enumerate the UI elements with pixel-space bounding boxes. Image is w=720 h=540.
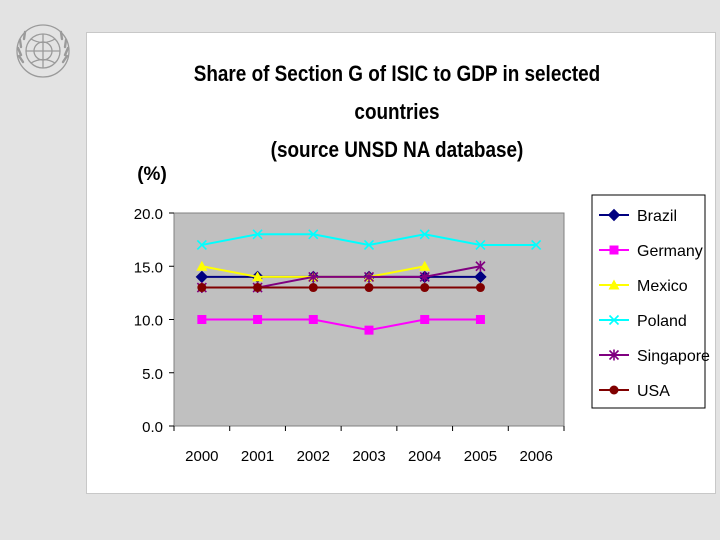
legend-marker-germany bbox=[609, 245, 619, 255]
data-point-usa bbox=[364, 283, 374, 293]
x-tick-label: 2000 bbox=[185, 448, 218, 465]
data-point-usa bbox=[308, 283, 318, 293]
legend-label-poland: Poland bbox=[637, 313, 687, 330]
data-point-poland bbox=[475, 239, 486, 251]
data-point-usa bbox=[475, 283, 485, 293]
y-tick-label: 10.0 bbox=[134, 313, 163, 330]
y-tick-label: 15.0 bbox=[134, 259, 163, 276]
un-emblem-icon bbox=[16, 24, 70, 78]
legend-marker-mexico bbox=[608, 279, 620, 290]
legend-label-singapore: Singapore bbox=[637, 348, 710, 365]
data-point-germany bbox=[308, 315, 318, 324]
data-point-poland bbox=[531, 239, 542, 251]
data-point-usa bbox=[197, 283, 207, 293]
data-point-poland bbox=[363, 239, 375, 251]
chart-title-line-2: countries bbox=[354, 99, 440, 124]
legend-label-germany: Germany bbox=[637, 243, 703, 260]
series-poland bbox=[196, 229, 542, 251]
legend-marker-poland bbox=[608, 314, 620, 326]
data-point-usa bbox=[420, 283, 430, 293]
data-point-poland bbox=[308, 229, 319, 240]
data-point-germany bbox=[197, 315, 207, 324]
data-point-brazil bbox=[474, 270, 487, 284]
data-point-poland bbox=[419, 229, 430, 240]
y-tick-label: 5.0 bbox=[142, 366, 163, 383]
legend-label-brazil: Brazil bbox=[637, 208, 677, 225]
data-point-usa bbox=[253, 283, 263, 293]
data-point-mexico bbox=[196, 260, 208, 271]
x-tick-label: 2005 bbox=[464, 448, 497, 465]
series-usa bbox=[197, 283, 485, 293]
data-point-germany bbox=[253, 315, 263, 324]
legend-marker-singapore bbox=[608, 349, 620, 361]
legend-marker-brazil bbox=[607, 208, 621, 222]
y-tick-label: 0.0 bbox=[142, 419, 163, 436]
legend-label-usa: USA bbox=[637, 383, 670, 400]
legend: Brazil Germany Mexico Poland Singapore USA bbox=[591, 194, 710, 409]
y-tick-label: 20.0 bbox=[134, 206, 163, 223]
y-axis-label: (%) bbox=[137, 164, 167, 185]
data-point-mexico bbox=[419, 260, 431, 271]
chart-title-line-1: Share of Section G of ISIC to GDP in sel… bbox=[193, 61, 601, 86]
chart-title: Share of Section G of ISIC to GDP in sel… bbox=[138, 55, 656, 169]
data-point-germany bbox=[475, 315, 485, 324]
data-point-singapore bbox=[419, 271, 430, 283]
series-germany bbox=[197, 315, 485, 335]
chart-title-line-3: (source UNSD NA database) bbox=[270, 137, 524, 162]
x-tick-label: 2002 bbox=[297, 448, 330, 465]
data-point-poland bbox=[252, 229, 263, 240]
x-tick-label: 2004 bbox=[408, 448, 441, 465]
data-point-singapore bbox=[363, 271, 375, 283]
legend-marker-usa bbox=[609, 385, 619, 395]
x-tick-label: 2006 bbox=[519, 448, 552, 465]
legend-box bbox=[591, 194, 706, 409]
x-tick-label: 2003 bbox=[352, 448, 385, 465]
data-point-germany bbox=[364, 325, 374, 335]
data-point-mexico bbox=[252, 271, 264, 282]
series-line-germany bbox=[201, 318, 481, 332]
data-point-singapore bbox=[475, 260, 486, 272]
legend-label-mexico: Mexico bbox=[637, 278, 688, 295]
x-tick-label: 2001 bbox=[241, 448, 274, 465]
data-point-poland bbox=[196, 239, 207, 251]
data-point-singapore bbox=[308, 271, 319, 283]
data-point-germany bbox=[420, 315, 430, 324]
